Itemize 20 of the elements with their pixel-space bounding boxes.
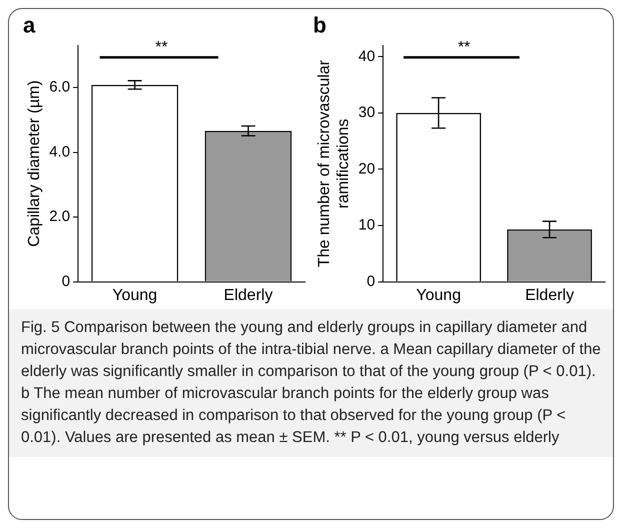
annotation: ** [458,38,470,56]
annotation: ** [155,38,168,56]
y-tick-label: 2.0 [49,208,70,226]
x-tick-label: Elderly [525,286,574,304]
x-tick-label: Elderly [224,286,273,304]
y-tick-label: 6.0 [49,78,70,96]
chart-title: b [313,12,326,38]
y-axis-title: The number of microvascular ramifications [316,59,352,268]
y-tick-label: 0 [366,272,376,290]
x-tick-label: Young [112,286,158,304]
chart-title: a [23,12,36,38]
y-tick-label: 10 [358,216,376,234]
y-tick-label: 40 [358,48,376,65]
caption: Fig. 5 Comparison between the young and elderly groups in capillary diameter and microvascular branch points of the intra-tibial nerve. a Mean capillary diameter of the elderly was significantly smaller in comparison to that of the young group (P < 0.01). b The mean number of microvascular branch points for the elderly group was significantly decreased in comparison to that observed for the young group (P < 0.01). Values are presented as mean ± SEM. ** P < 0.01, young versus elderly [9,309,613,457]
y-tick-label: 0 [62,272,70,290]
y-tick-label: 20 [358,160,376,178]
y-axis-title: Capillary diameter (µm) [26,80,44,247]
y-tick-label: 30 [358,104,376,122]
x-tick-label: Young [416,286,461,304]
y-tick-label: 4.0 [49,143,70,160]
